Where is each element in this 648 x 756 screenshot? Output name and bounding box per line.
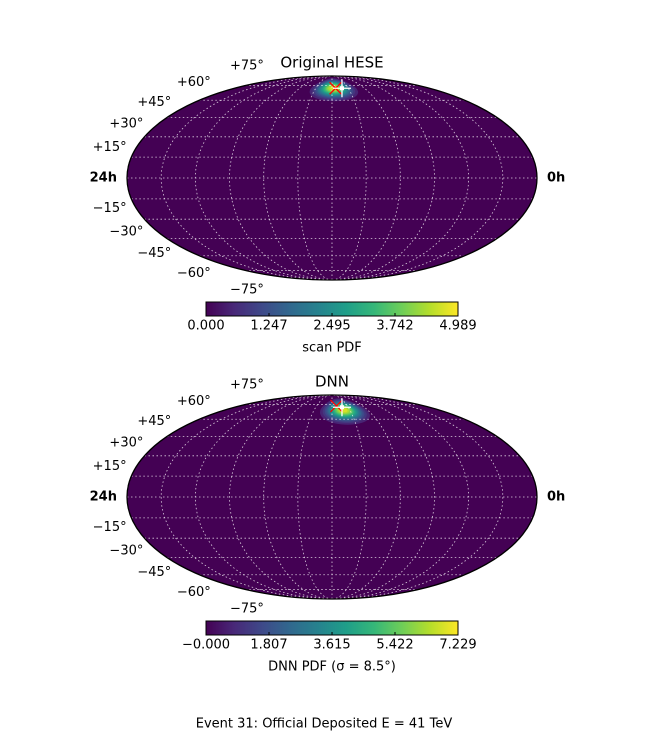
- grid-line: [331, 76, 504, 280]
- colorbar-tick-label: 4.989: [439, 319, 476, 334]
- grid-line: [331, 395, 470, 599]
- grid-line: [331, 395, 504, 599]
- grid-line: [297, 395, 333, 599]
- colorbar-tick-label: 3.615: [313, 638, 350, 653]
- x-tick-label: 0h: [547, 490, 565, 505]
- grid-line: [194, 395, 333, 599]
- colorbar-label: DNN PDF (σ = 8.5°): [268, 660, 396, 675]
- sky-layer: [127, 395, 537, 599]
- colorbar-tick-label: 0.000: [187, 319, 224, 334]
- grid-line: [229, 76, 333, 280]
- grid-line: [331, 395, 401, 599]
- y-tick-label: +60°: [177, 394, 211, 409]
- y-tick-label: +15°: [93, 459, 127, 474]
- y-tick-label: +75°: [230, 377, 264, 392]
- y-tick-label: −60°: [177, 266, 211, 281]
- colorbar-label: scan PDF: [302, 341, 362, 356]
- y-tick-label: −15°: [93, 520, 127, 535]
- grid-line: [331, 76, 435, 280]
- grid-line: [194, 76, 333, 280]
- grid-line: [331, 76, 470, 280]
- caption: Event 31: Official Deposited E = 41 TeV: [196, 717, 453, 732]
- colorbar-tick-label: 7.229: [439, 638, 476, 653]
- grid-line: [331, 395, 367, 599]
- colorbar-tick-label: 1.247: [250, 319, 287, 334]
- y-tick-label: +45°: [137, 95, 171, 110]
- y-tick-label: +60°: [177, 75, 211, 90]
- marker-center: [339, 86, 344, 91]
- colorbar-tick-label: 3.742: [376, 319, 413, 334]
- grid-line: [331, 76, 401, 280]
- colorbar-tick-label: 1.807: [250, 638, 287, 653]
- sky-outline: [126, 394, 538, 600]
- y-tick-label: −30°: [109, 224, 143, 239]
- x-tick-label: 0h: [547, 171, 565, 186]
- grid-line: [160, 395, 333, 599]
- colorbar-tick-label: 2.495: [313, 319, 350, 334]
- grid-line: [297, 76, 333, 280]
- y-tick-label: +30°: [109, 436, 143, 451]
- y-tick-label: −30°: [109, 543, 143, 558]
- x-tick-label: 24h: [90, 171, 117, 186]
- map-title: Original HESE: [280, 54, 383, 72]
- grid-line: [263, 76, 333, 280]
- y-tick-label: −45°: [137, 565, 171, 580]
- y-tick-label: +45°: [137, 414, 171, 429]
- grid-line: [331, 395, 435, 599]
- y-tick-label: +75°: [230, 58, 264, 73]
- grid-line: [331, 76, 367, 280]
- y-tick-label: −15°: [93, 201, 127, 216]
- colorbar-tick-label: 5.422: [376, 638, 413, 653]
- colorbar-tick-label: −0.000: [182, 638, 230, 653]
- y-tick-label: +15°: [93, 140, 127, 155]
- y-tick-label: −45°: [137, 246, 171, 261]
- map-title: DNN: [315, 373, 349, 391]
- grid-line: [263, 395, 333, 599]
- marker: [330, 399, 343, 413]
- y-tick-label: −75°: [230, 602, 264, 617]
- grid-line: [160, 76, 333, 280]
- marker-center: [339, 405, 344, 410]
- y-tick-label: −60°: [177, 585, 211, 600]
- grid-line: [229, 395, 333, 599]
- y-tick-label: −75°: [230, 283, 264, 298]
- x-tick-label: 24h: [90, 490, 117, 505]
- y-tick-label: +30°: [109, 117, 143, 132]
- sky-outline: [126, 75, 538, 281]
